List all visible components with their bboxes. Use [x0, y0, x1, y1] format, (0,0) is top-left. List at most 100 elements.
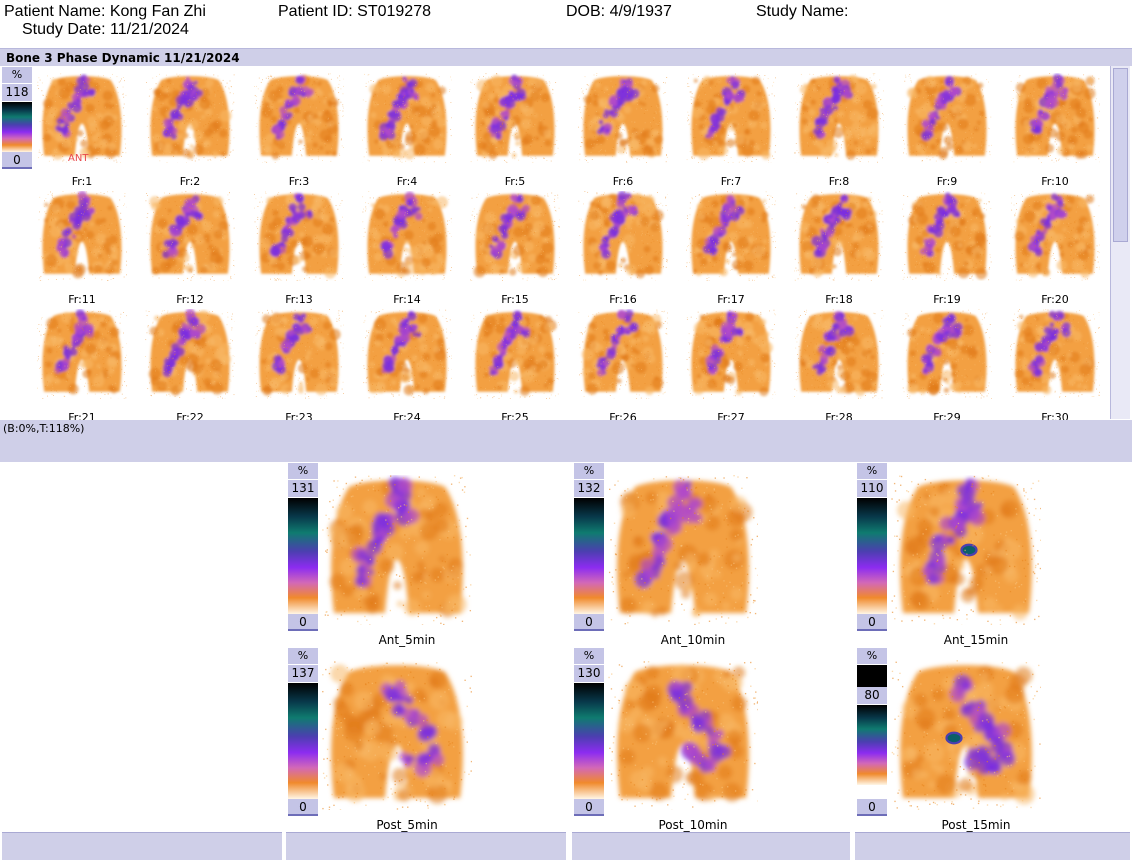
dynamic-frame[interactable]: Fr:15	[470, 191, 560, 309]
scale-max-value[interactable]: 132	[574, 480, 604, 497]
scintigraphy-image	[902, 191, 992, 281]
scintigraphy-image	[146, 73, 235, 163]
dynamic-frame[interactable]: Fr:13	[254, 191, 344, 309]
static-color-scale: % 130 0	[574, 648, 604, 816]
dynamic-frame[interactable]: Fr:29	[902, 309, 992, 427]
scintigraphy-image	[1010, 73, 1100, 163]
frame-label: Fr:2	[179, 175, 201, 188]
scintigraphy-image	[891, 660, 1042, 812]
static-color-scale: % 80 0	[857, 648, 887, 816]
scintigraphy-image	[902, 73, 992, 163]
dynamic-frame[interactable]: Fr:18	[794, 191, 884, 309]
static-image[interactable]: Post_15min	[891, 660, 1061, 835]
scintigraphy-image	[891, 475, 1042, 627]
scintigraphy-image	[686, 73, 776, 163]
dynamic-frame[interactable]: Fr:2	[145, 73, 235, 191]
dynamic-frame[interactable]: Fr:5	[470, 73, 560, 191]
dynamic-frame[interactable]: Fr:23	[254, 309, 344, 427]
scale-max-value[interactable]: 137	[288, 665, 318, 682]
dynamic-frame[interactable]: Fr:24	[362, 309, 452, 427]
patient-name: Patient Name: Kong Fan Zhi	[4, 3, 206, 20]
scintigraphy-image	[362, 73, 452, 163]
dynamic-title: Bone 3 Phase Dynamic 11/21/2024	[6, 51, 240, 65]
scintigraphy-image	[794, 73, 884, 163]
scale-percent-label: %	[288, 648, 318, 664]
scale-min-value[interactable]: 0	[857, 614, 887, 631]
scale-gradient	[2, 102, 32, 152]
dynamic-frame[interactable]: Fr:20	[1010, 191, 1100, 309]
scintigraphy-image	[686, 309, 776, 399]
static-image[interactable]: Ant_5min	[322, 475, 492, 650]
static-image[interactable]: Post_10min	[608, 660, 778, 835]
dynamic-color-scale: % 118 0	[2, 67, 32, 171]
scintigraphy-image	[794, 191, 884, 281]
dynamic-frame[interactable]: Fr:19	[902, 191, 992, 309]
frame-label: Fr:8	[828, 175, 850, 188]
scintigraphy-image	[578, 73, 668, 163]
scale-max-value[interactable]: 131	[288, 480, 318, 497]
scale-min-value[interactable]: 0	[288, 614, 318, 631]
scrollbar-thumb[interactable]	[1113, 68, 1128, 242]
scale-min-value[interactable]: 0	[2, 152, 32, 169]
scale-max-value[interactable]: 130	[574, 665, 604, 682]
scale-min-value[interactable]: 0	[574, 799, 604, 816]
scintigraphy-image	[608, 475, 760, 626]
scintigraphy-image	[362, 309, 452, 399]
dynamic-frame[interactable]: Fr:27	[686, 309, 776, 427]
frame-label: Fr:5	[504, 175, 526, 188]
scale-max-value[interactable]: 110	[857, 480, 887, 497]
frame-label: Fr:3	[288, 175, 310, 188]
dynamic-frame[interactable]: Fr:26	[578, 309, 668, 427]
scale-percent-label: %	[857, 648, 887, 664]
dynamic-frame[interactable]: Fr:6	[578, 73, 668, 191]
dynamic-frame[interactable]: Fr:21	[37, 309, 127, 427]
dynamic-frame[interactable]: Fr:16	[578, 191, 668, 309]
frame-label: Fr:20	[1041, 293, 1069, 306]
static-image[interactable]: Post_5min	[322, 660, 492, 835]
footer-panel-4	[855, 832, 1130, 860]
frame-label: Fr:13	[285, 293, 313, 306]
scale-max-value[interactable]: 118	[2, 84, 32, 101]
dynamic-frame[interactable]: Fr:11	[37, 191, 127, 309]
scale-percent-label: %	[2, 67, 32, 83]
frame-label: Fr:11	[68, 293, 96, 306]
dynamic-frame[interactable]: Fr:30	[1010, 309, 1100, 427]
intensity-range-text: (B:0%,T:118%)	[3, 422, 85, 435]
dynamic-frame[interactable]: Fr:25	[470, 309, 560, 427]
scale-percent-label: %	[288, 463, 318, 479]
static-image[interactable]: Ant_10min	[608, 475, 778, 650]
frame-label: Fr:15	[501, 293, 529, 306]
dynamic-frame[interactable]: Fr:17	[686, 191, 776, 309]
study-name: Study Name:	[756, 3, 849, 20]
dynamic-frame[interactable]: Fr:12	[145, 191, 235, 309]
dynamic-title-bar: Bone 3 Phase Dynamic 11/21/2024	[0, 48, 1132, 66]
scintigraphy-image	[686, 191, 776, 281]
footer-panel-1	[2, 832, 282, 860]
scale-min-value[interactable]: 0	[288, 799, 318, 816]
scintigraphy-image	[322, 475, 472, 626]
scale-max-value[interactable]: 80	[857, 687, 887, 704]
scale-min-value[interactable]: 0	[857, 799, 887, 816]
dynamic-frame[interactable]: Fr:3	[254, 73, 344, 191]
scale-min-value[interactable]: 0	[574, 614, 604, 631]
static-image[interactable]: Ant_15min	[891, 475, 1061, 650]
scintigraphy-image	[1010, 191, 1100, 281]
scale-gradient	[857, 705, 887, 785]
dynamic-frame[interactable]: Fr:14	[362, 191, 452, 309]
section-divider-bar	[0, 436, 1132, 462]
static-color-scale: % 110 0	[857, 463, 887, 631]
dynamic-frame[interactable]: Fr:28	[794, 309, 884, 427]
range-bar: (B:0%,T:118%)	[0, 420, 1132, 436]
frames-scrollbar[interactable]	[1110, 66, 1130, 419]
dynamic-frame[interactable]: Fr:4	[362, 73, 452, 191]
scale-percent-label: %	[574, 463, 604, 479]
dynamic-frame[interactable]: Fr:8	[794, 73, 884, 191]
dynamic-frame[interactable]: Fr:7	[686, 73, 776, 191]
dynamic-frame[interactable]: Fr:9	[902, 73, 992, 191]
dynamic-frame[interactable]: Fr:22	[145, 309, 235, 427]
patient-id: Patient ID: ST019278	[278, 3, 431, 20]
frame-label: Fr:9	[936, 175, 958, 188]
dynamic-frame[interactable]: Fr:1	[37, 73, 127, 191]
dynamic-frame[interactable]: Fr:10	[1010, 73, 1100, 191]
scintigraphy-image	[37, 73, 127, 163]
